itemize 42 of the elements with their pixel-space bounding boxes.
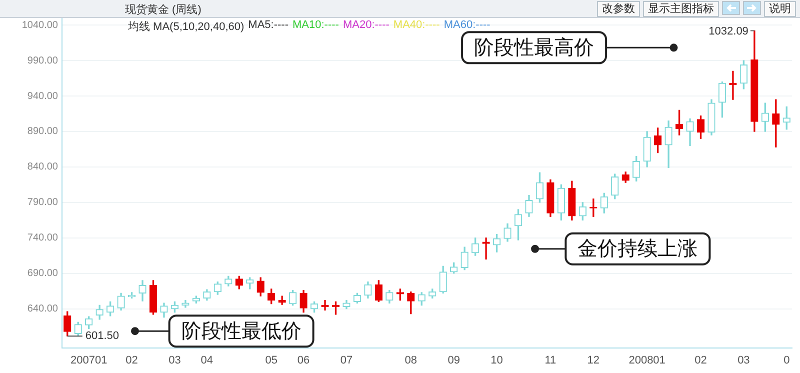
y-tick-label: 740.00 xyxy=(27,232,58,244)
x-tick-label: 200701 xyxy=(70,354,108,366)
x-tick-label: 04 xyxy=(200,354,214,366)
x-tick-label: 0 xyxy=(784,354,790,366)
annotation: 阶段性最高价 xyxy=(474,36,594,59)
y-tick-label: 890.00 xyxy=(27,126,58,138)
candlestick xyxy=(729,70,737,100)
x-tick-label: 02 xyxy=(694,354,707,366)
x-tick-label: 03 xyxy=(168,354,181,366)
annotation: MA40:---- xyxy=(393,19,440,33)
annotation: 1032.09 xyxy=(708,26,748,38)
x-tick-label: 08 xyxy=(404,354,418,366)
annotation: MA20:---- xyxy=(342,19,390,33)
x-tick-label: 10 xyxy=(490,354,503,366)
text: 说明 xyxy=(764,1,796,17)
text: 改参数 xyxy=(597,1,640,17)
annotation: 阶段性最低价 xyxy=(181,320,302,342)
annotation: MA5:---- xyxy=(248,19,288,33)
y-tick-label: 990.00 xyxy=(27,55,58,66)
x-tick-label: 02 xyxy=(126,354,138,366)
x-tick-label: 03 xyxy=(738,354,750,366)
x-tick-label: 200801 xyxy=(628,354,666,366)
x-tick-label: 12 xyxy=(587,354,600,366)
annotation: MA10:---- xyxy=(292,19,339,33)
x-tick-label: 05 xyxy=(265,354,278,366)
chart-subtitle: 均线 MA(5,10,20,40,60) xyxy=(128,20,244,34)
chart-title: 现货黄金 (周线) xyxy=(125,3,202,17)
annotation: 601.50 xyxy=(85,330,120,342)
y-tick-label: 940.00 xyxy=(27,90,58,102)
text: 显示主图指标 xyxy=(643,1,719,17)
y-tick-label: 1040.00 xyxy=(22,20,58,31)
y-tick-label: 690.00 xyxy=(27,268,58,280)
y-tick-label: 640.00 xyxy=(27,304,58,315)
annotation: 金价持续上涨 xyxy=(578,238,698,260)
x-tick-label: 11 xyxy=(544,354,556,366)
x-tick-label: 06 xyxy=(297,354,310,366)
x-tick-label: 09 xyxy=(448,354,460,366)
y-tick-label: 790.00 xyxy=(27,197,58,208)
candlestick xyxy=(321,300,329,311)
annotation: MA60:---- xyxy=(444,19,490,33)
x-tick-label: 07 xyxy=(340,354,353,366)
y-tick-label: 840.00 xyxy=(27,162,58,173)
